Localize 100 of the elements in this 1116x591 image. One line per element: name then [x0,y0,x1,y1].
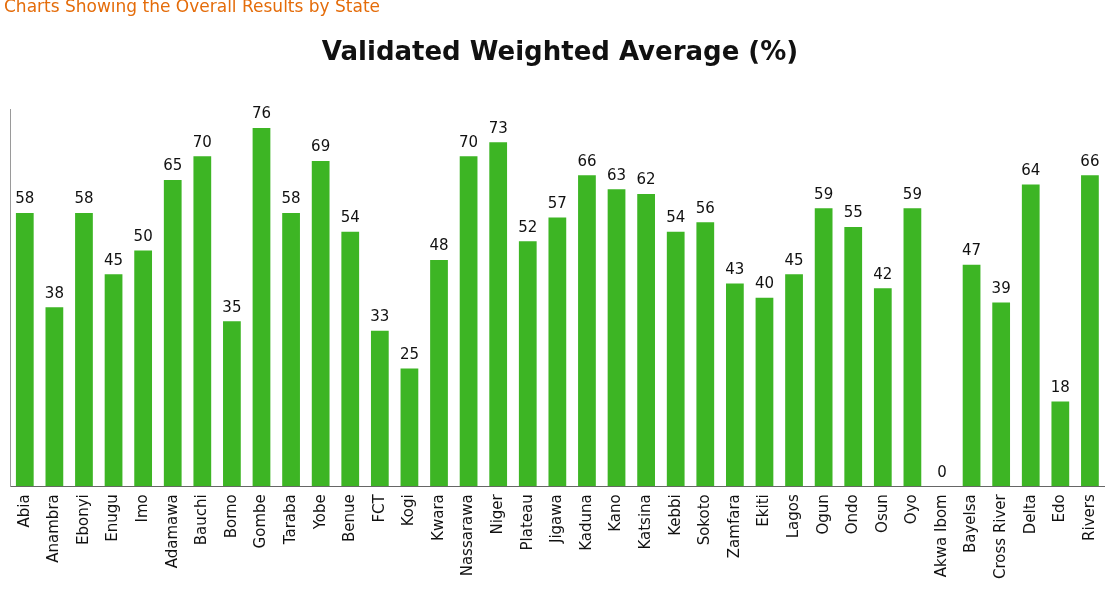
bar [903,208,922,487]
x-tick-label: Kaduna [576,494,595,551]
x-tick-label: Niger [488,493,507,535]
bar [814,208,833,487]
data-label: 42 [873,264,893,283]
bar [223,321,241,487]
bar [75,212,93,487]
data-label: 70 [192,132,212,151]
data-label: 56 [695,198,715,217]
bar [992,302,1011,487]
x-tick-label: Ekiti [754,494,773,527]
x-tick-label: Kogi [399,494,418,527]
x-tick-label: Bauchi [192,494,211,546]
data-label: 66 [577,151,597,170]
data-label: 54 [340,208,360,227]
x-tick-label: Imo [133,494,152,523]
x-tick-label: Kebbi [665,494,684,536]
data-label: 58 [15,189,35,208]
data-label: 33 [370,307,390,326]
bar [370,330,389,487]
bar [311,161,330,487]
data-label: 58 [74,189,94,208]
x-tick-label: Taraba [280,494,299,546]
bar [666,231,685,487]
bar [15,212,34,487]
bar [400,368,419,487]
x-tick-label: Plateau [517,494,536,551]
x-tick-label: Rivers [1079,494,1098,541]
x-tick-label: Gombe [251,494,270,549]
x-tick-label: Benue [340,494,359,543]
data-label: 73 [488,118,508,137]
bar [785,274,803,487]
x-tick-label: Enugu [103,494,122,542]
data-label: 62 [636,170,656,189]
bar [163,179,182,487]
x-tick-label: Zamfara [724,494,743,559]
data-label: 54 [666,208,686,227]
x-tick-label: Adamawa [162,494,181,569]
bar [873,288,892,487]
data-label: 45 [784,250,804,269]
data-label: 0 [937,462,947,481]
bar [459,156,478,487]
x-tick-label: Abia [14,494,33,528]
x-tick-label: Kano [606,494,625,532]
x-tick-label: Ondo [843,494,862,535]
data-label: 39 [991,278,1011,297]
bar [726,283,744,487]
bar [1051,401,1070,487]
data-label: 57 [547,193,567,212]
x-tick-label: Borno [221,494,240,539]
x-tick-label: Yobe [310,494,329,531]
x-tick-label: Osun [872,494,891,533]
data-label: 59 [902,184,922,203]
data-label: 47 [962,241,982,260]
x-tick-label: Lagos [783,494,802,539]
data-label: 40 [754,274,775,293]
bar [696,222,715,487]
x-tick-label: Cross River [991,493,1010,579]
data-label: 70 [459,132,479,151]
bar [104,274,123,487]
data-label: 45 [104,250,124,269]
data-label: 18 [1050,377,1070,396]
data-label: 38 [44,283,64,302]
chart-subtitle: Charts Showing the Overall Results by State [4,0,381,16]
data-label: 48 [429,236,449,255]
x-tick-label: Nassarawa [458,494,477,577]
bar [430,260,448,487]
bar [578,175,596,487]
bar [252,128,271,487]
x-tick-label: Oyo [902,494,921,525]
bar [134,250,153,487]
data-label: 25 [399,344,419,363]
x-tick-label: Katsina [636,494,655,550]
data-label: 69 [311,137,331,156]
x-tick-label: Ebonyi [73,494,92,545]
x-tick-label: Edo [1050,494,1069,523]
bar [282,212,300,487]
x-tick-label: Akwa Ibom [931,494,950,578]
data-label: 64 [1021,161,1041,179]
data-label: 59 [814,184,834,203]
x-tick-label: Delta [1020,494,1039,535]
chart-title: Validated Weighted Average (%) [321,36,799,67]
bar [489,142,508,487]
data-label: 66 [1080,151,1100,170]
data-label: 52 [518,217,538,236]
data-label: 35 [222,297,242,316]
data-label: 43 [725,259,745,278]
bar [637,194,655,487]
x-tick-label: Bayelsa [961,494,980,554]
data-label: 55 [843,203,863,222]
bar [193,156,212,487]
bar [518,241,537,487]
bar [607,189,626,487]
bar [755,297,774,487]
x-tick-label: FCT [369,493,388,523]
data-label: 65 [163,156,183,175]
x-tick-label: Anambra [44,494,63,563]
bar [962,264,981,487]
bar [1021,184,1040,487]
data-label: 76 [251,104,272,123]
